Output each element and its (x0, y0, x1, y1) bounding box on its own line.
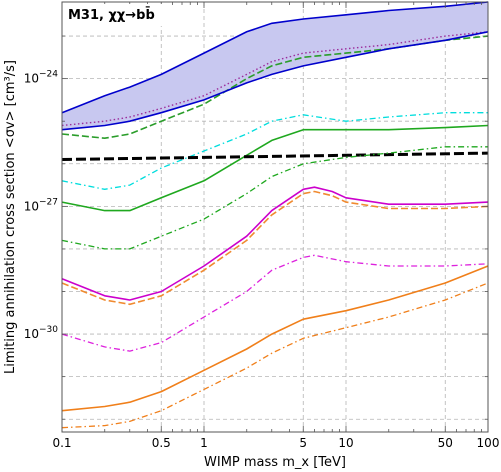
series-line-0 (61, 31, 489, 127)
ticks: 0.1 0.5 1 5 10 50 100 10−24 10−27 10−30 (24, 2, 500, 450)
x-tick-label: 5 (299, 436, 307, 450)
x-tick-label: 50 (438, 436, 453, 450)
series-line-10 (61, 282, 489, 429)
series-line-3 (61, 124, 489, 212)
x-tick-label: 0.1 (52, 436, 71, 450)
x-tick-label: 0.5 (152, 436, 171, 450)
series-line-7 (61, 190, 489, 306)
series-line-5 (61, 146, 488, 250)
chart-title-bg (64, 4, 164, 26)
plot-frame (61, 1, 489, 433)
chart-title: M31, χχ→bb̄ (68, 7, 155, 23)
band-upper-line (61, 1, 489, 114)
series-layer (61, 1, 489, 429)
y-tick-label: 10−24 (24, 70, 59, 86)
y-tick-label: 10−30 (24, 325, 59, 341)
band-fill (62, 2, 488, 130)
y-tick-label: 10−27 (24, 197, 58, 213)
series-line-2 (61, 112, 488, 190)
series-line-6 (61, 186, 489, 301)
y-axis-label: Limiting annihilation cross section <σv>… (3, 60, 18, 374)
series-line-8 (61, 254, 489, 352)
x-tick-label: 100 (477, 436, 500, 450)
series-line-4 (61, 151, 489, 161)
x-tick-label: 10 (338, 436, 353, 450)
series-line-9 (61, 265, 489, 412)
x-axis-label: WIMP mass m_x [TeV] (204, 455, 346, 470)
chart-title-group: M31, χχ→bb̄ (64, 4, 164, 26)
x-tick-label: 1 (200, 436, 208, 450)
band-lower-line (61, 31, 489, 131)
